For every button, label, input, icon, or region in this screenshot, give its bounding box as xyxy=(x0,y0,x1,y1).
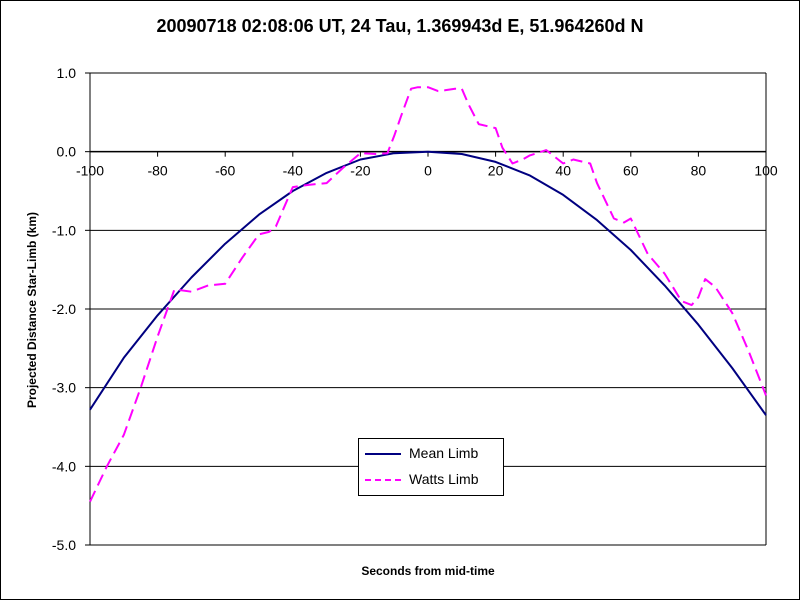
x-tick-label: 0 xyxy=(424,163,432,179)
series-line-mean-limb xyxy=(89,150,767,416)
x-tick-label: 40 xyxy=(555,163,571,179)
legend-label-watts-limb: Watts Limb xyxy=(409,471,479,487)
legend-swatch-watts-limb xyxy=(365,479,401,481)
x-tick-label: 20 xyxy=(488,163,504,179)
x-tick-label: -40 xyxy=(283,163,303,179)
series-line-watts-limb xyxy=(89,86,767,503)
y-tick-label: -5.0 xyxy=(52,537,76,553)
y-tick-label: 1.0 xyxy=(57,65,77,81)
y-tick-label: -4.0 xyxy=(52,458,76,474)
x-tick-label: -20 xyxy=(350,163,370,179)
x-axis-label: Seconds from mid-time xyxy=(361,564,495,578)
legend: Mean Limb Watts Limb xyxy=(358,438,504,496)
y-tick-label: -2.0 xyxy=(52,301,76,317)
legend-label-mean-limb: Mean Limb xyxy=(409,445,479,461)
tick-label-layer: 1.0 0.0 -1.0 -2.0 -3.0 -4.0 -5.0 -100 -80 -60 -40 -… xyxy=(52,65,778,553)
legend-item-mean-limb: Mean Limb xyxy=(359,444,503,464)
x-tick-label: 60 xyxy=(623,163,639,179)
y-tick-label: -1.0 xyxy=(52,222,76,238)
x-tick-label: 100 xyxy=(754,163,778,179)
x-tick-label: 80 xyxy=(691,163,707,179)
x-tick-label: -80 xyxy=(147,163,167,179)
x-tick-label: -60 xyxy=(215,163,235,179)
chart-title: 20090718 02:08:06 UT, 24 Tau, 1.369943d … xyxy=(156,16,644,36)
y-tick-label: 0.0 xyxy=(57,144,77,160)
x-tick-label: -100 xyxy=(76,163,104,179)
series-layer xyxy=(89,86,767,503)
y-tick-label: -3.0 xyxy=(52,380,76,396)
legend-swatch-mean-limb xyxy=(365,453,401,455)
legend-item-watts-limb: Watts Limb xyxy=(359,470,503,490)
